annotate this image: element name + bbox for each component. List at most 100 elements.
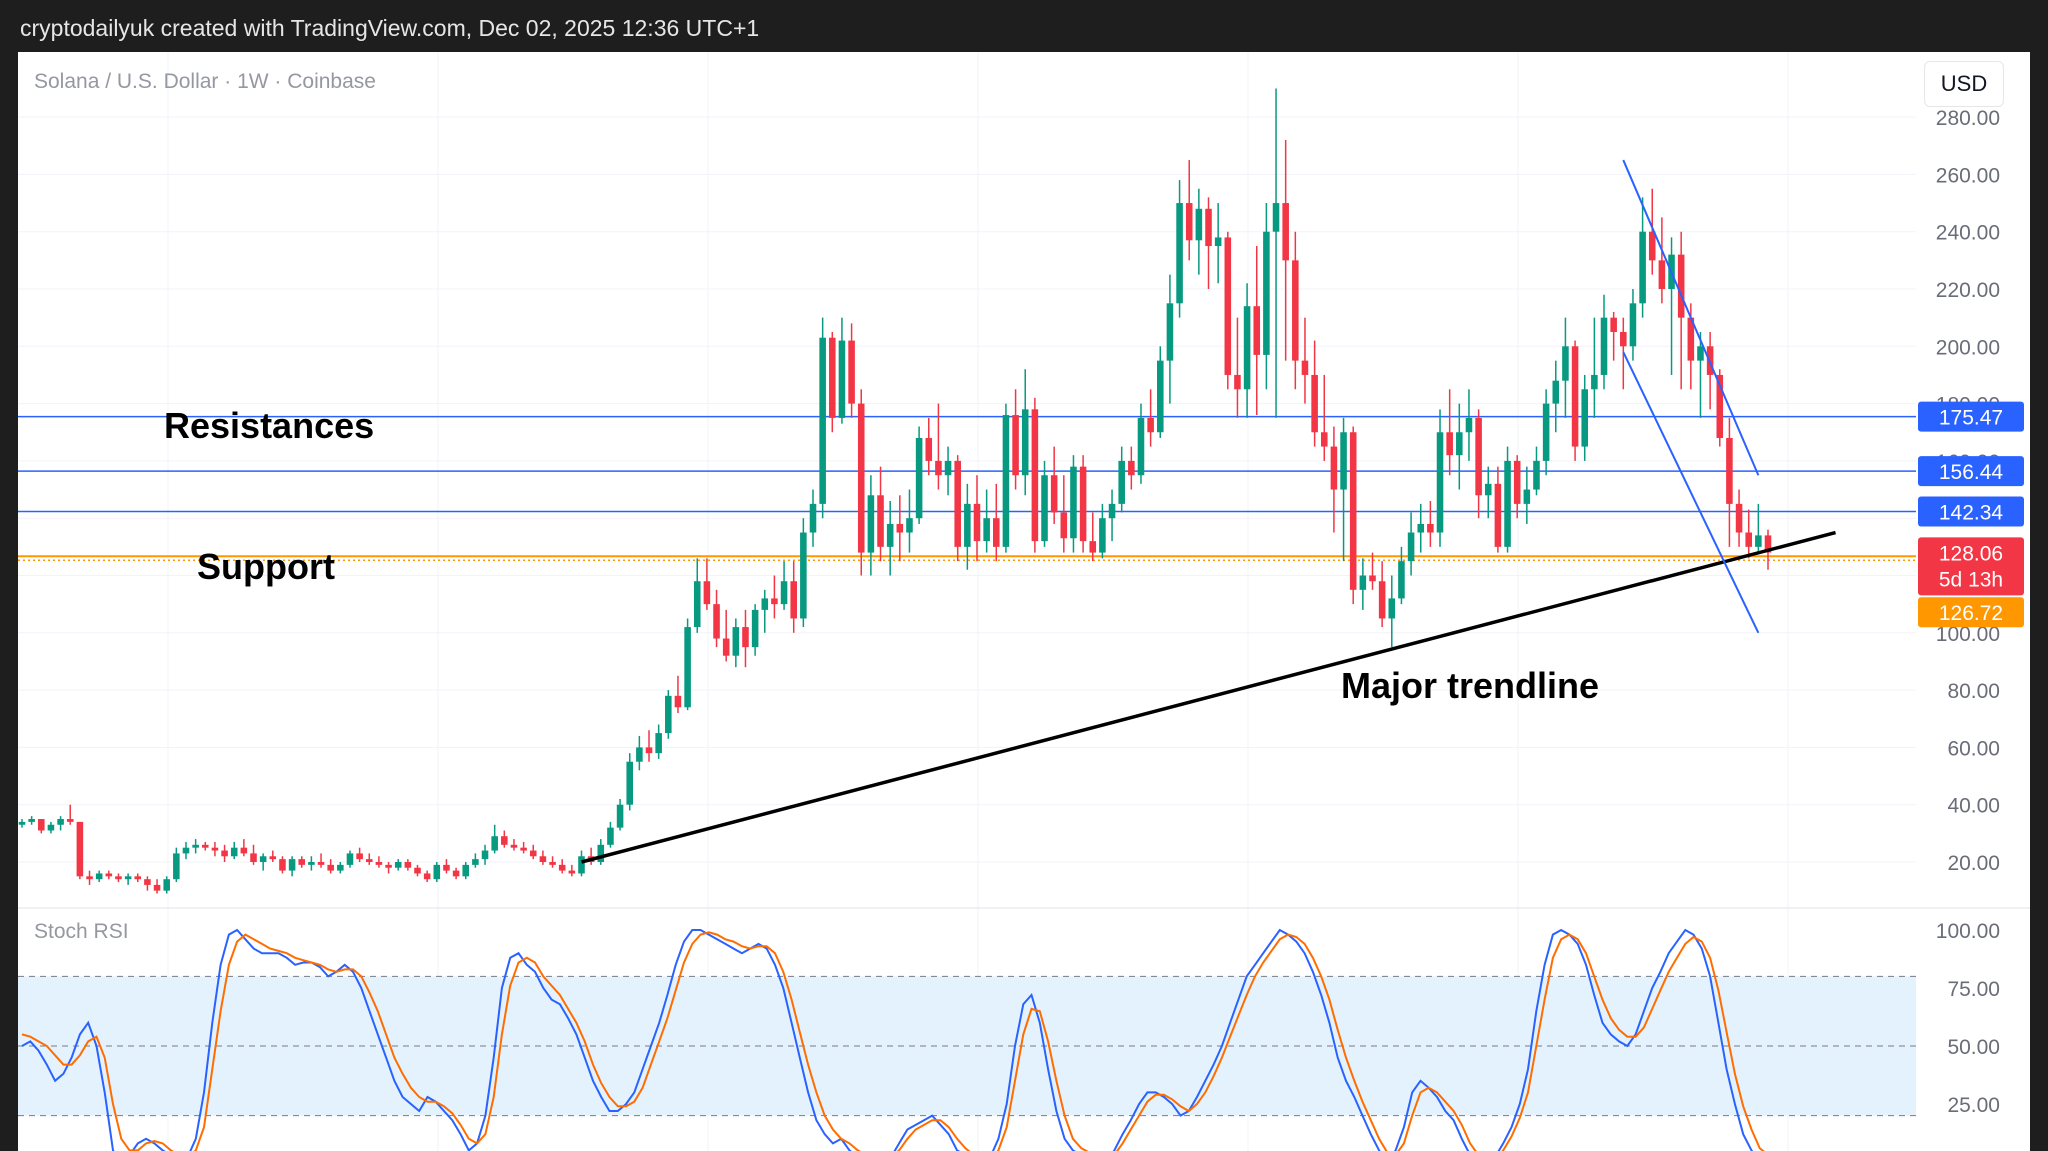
- last-price-tag-text: 128.06: [1939, 542, 2003, 565]
- candle-body: [665, 695, 672, 734]
- candle-body: [211, 847, 219, 851]
- candle-body: [510, 844, 518, 848]
- support-price-tag: 126.72: [1918, 597, 2024, 628]
- candle-body: [1330, 446, 1338, 490]
- top-bar: cryptodailyuk created with TradingView.c…: [0, 0, 2048, 52]
- resistance-price-tag-text: 175.47: [1939, 407, 2003, 430]
- candle-body: [385, 864, 392, 868]
- candle-body: [1475, 417, 1482, 496]
- candle-body: [1533, 460, 1540, 490]
- stoch-legend: Stoch RSI: [34, 920, 129, 943]
- candle-body: [983, 518, 990, 542]
- candle-body: [414, 867, 421, 874]
- candle-body: [1745, 532, 1752, 547]
- candle-body: [365, 859, 373, 862]
- candle-body: [1166, 303, 1174, 361]
- candle-body: [568, 870, 576, 874]
- candle-body: [1697, 346, 1704, 361]
- candle-body: [1282, 203, 1289, 261]
- candle-body: [607, 827, 614, 845]
- candle-body: [1041, 475, 1048, 542]
- candle-body: [1726, 437, 1733, 504]
- candle-body: [452, 870, 460, 877]
- candle-body: [674, 695, 682, 708]
- candle-body: [1340, 432, 1347, 490]
- candle-body: [134, 876, 142, 880]
- candle-body: [1292, 260, 1299, 361]
- resistance-price-tag-text: 142.34: [1939, 501, 2004, 524]
- candle-body: [877, 495, 884, 547]
- candle-body: [1099, 518, 1106, 553]
- price-tick-label: 80.00: [1947, 680, 2000, 703]
- currency-button[interactable]: USD: [1924, 61, 2004, 107]
- candle-body: [327, 864, 334, 871]
- price-chart[interactable]: 20.0040.0060.0080.00100.00120.00140.0016…: [18, 52, 2030, 1151]
- candle-body: [1398, 561, 1405, 599]
- candle-body: [240, 847, 248, 854]
- candle-body: [1137, 417, 1145, 476]
- candle-body: [144, 879, 151, 885]
- candle-body: [1050, 475, 1058, 513]
- candle-body: [925, 437, 933, 461]
- attribution-text: cryptodailyuk created with TradingView.c…: [20, 15, 760, 41]
- candle-body: [491, 836, 498, 851]
- candle-body: [1755, 535, 1762, 547]
- chart-panel[interactable]: 20.0040.0060.0080.00100.00120.00140.0016…: [18, 52, 2030, 1151]
- candle-body: [1089, 541, 1097, 553]
- candle-body: [1311, 374, 1318, 433]
- candle-body: [115, 876, 122, 880]
- candle-body: [250, 853, 257, 862]
- price-tick-label: 220.00: [1936, 279, 2000, 302]
- candle-body: [684, 627, 691, 708]
- candle-body: [1320, 432, 1328, 447]
- candle-body: [1349, 432, 1357, 590]
- candle-body: [433, 864, 441, 880]
- candle-body: [693, 581, 701, 628]
- price-tick-label: 280.00: [1936, 107, 2000, 130]
- candle-body: [182, 847, 190, 854]
- candle-body: [423, 873, 431, 880]
- last-price-tag: 128.06 5d 13h: [1918, 537, 2024, 596]
- candle-body: [1677, 254, 1685, 318]
- stoch-tick-label: 100.00: [1936, 920, 2000, 943]
- candle-body: [1494, 483, 1502, 547]
- candle-body: [1465, 417, 1473, 433]
- candle-body: [202, 844, 209, 848]
- price-tick-label: 40.00: [1947, 795, 2000, 818]
- candle-body: [1079, 466, 1087, 542]
- candle-body: [1648, 231, 1656, 261]
- candle-body: [558, 864, 566, 871]
- candle-body: [66, 819, 74, 822]
- candle-body: [655, 733, 662, 754]
- candle-body: [1301, 360, 1309, 375]
- candle-body: [38, 819, 45, 831]
- major-trendline: [581, 530, 1836, 864]
- candle-body: [529, 850, 537, 857]
- candle-body: [1002, 415, 1010, 547]
- candle-body: [539, 856, 547, 862]
- candle-body: [308, 862, 315, 865]
- candle-body: [1272, 203, 1280, 232]
- channel-lower-line: [1622, 351, 1760, 634]
- candle-body: [394, 862, 402, 868]
- candle-body: [1552, 380, 1560, 404]
- candle-body: [935, 460, 942, 476]
- resistance-price-tag: 156.44: [1918, 456, 2024, 487]
- stoch-tick-label: 75.00: [1947, 978, 2000, 1001]
- candle-body: [520, 847, 527, 851]
- candle-body: [153, 884, 161, 891]
- candle-body: [761, 598, 769, 610]
- candle-body: [1070, 466, 1077, 539]
- candle-body: [1658, 260, 1666, 289]
- price-tick-label: 20.00: [1947, 852, 2000, 875]
- candle-body: [105, 873, 113, 877]
- candle-body: [1243, 306, 1251, 390]
- candle-body: [443, 864, 450, 871]
- candle-body: [626, 761, 634, 805]
- candle-body: [1600, 317, 1608, 375]
- candle-body: [800, 532, 807, 619]
- candle-body: [337, 864, 344, 871]
- candle-body: [1735, 503, 1743, 533]
- stoch-tick-label: 50.00: [1947, 1036, 2000, 1059]
- candle-body: [481, 850, 489, 860]
